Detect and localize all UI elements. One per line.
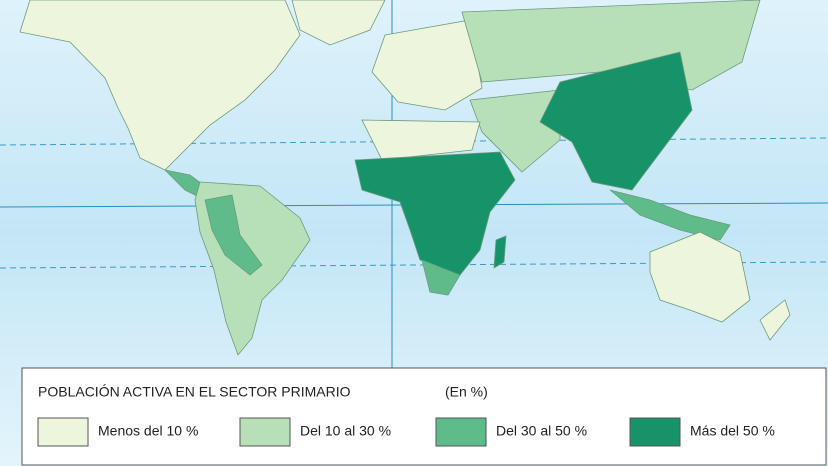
new-zealand bbox=[759, 299, 791, 341]
map bbox=[0, 0, 828, 368]
north-asia bbox=[461, 0, 761, 91]
south-east-asia bbox=[539, 51, 693, 191]
middle-east bbox=[469, 89, 561, 173]
legend: POBLACIÓN ACTIVA EN EL SECTOR PRIMARIO (… bbox=[21, 367, 827, 466]
legend-box bbox=[21, 367, 827, 466]
legend-label: Del 10 al 30 % bbox=[300, 423, 391, 439]
legend-unit: (En %) bbox=[445, 384, 488, 400]
greenland bbox=[291, 0, 386, 46]
north-africa bbox=[361, 119, 481, 161]
madagascar bbox=[493, 235, 507, 269]
andes-region bbox=[204, 194, 263, 276]
legend-swatch bbox=[239, 417, 291, 447]
legend-label: Más del 50 % bbox=[690, 423, 775, 439]
australia bbox=[649, 231, 751, 323]
islands bbox=[609, 189, 731, 241]
legend-swatch bbox=[37, 417, 89, 447]
legend-label: Menos del 10 % bbox=[98, 423, 198, 439]
legend-label: Del 30 al 50 % bbox=[496, 423, 587, 439]
legend-title: POBLACIÓN ACTIVA EN EL SECTOR PRIMARIO bbox=[38, 384, 351, 400]
legend-swatch bbox=[435, 417, 487, 447]
south-africa bbox=[421, 259, 461, 296]
legend-swatch bbox=[629, 417, 681, 447]
